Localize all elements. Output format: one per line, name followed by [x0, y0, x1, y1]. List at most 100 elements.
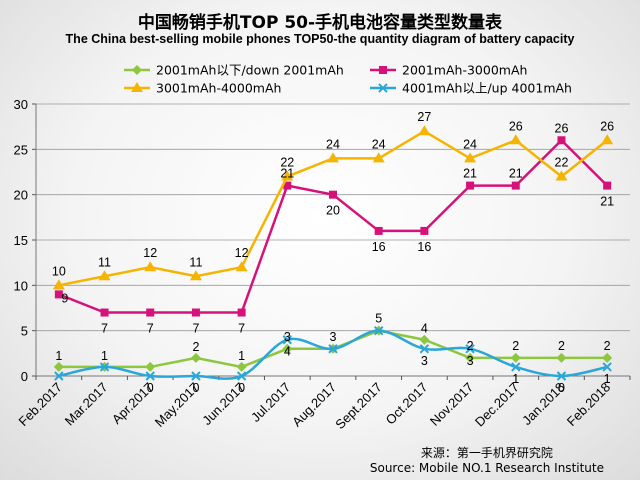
data-label: 26 — [509, 119, 523, 133]
data-label: 1 — [238, 349, 245, 363]
data-point-marker — [378, 83, 388, 93]
data-label: 11 — [189, 255, 202, 269]
x-tick-label: Jul.2017 — [248, 380, 293, 425]
data-label: 7 — [101, 322, 108, 336]
data-point-marker — [464, 152, 477, 163]
data-label: 5 — [375, 312, 382, 326]
data-label: 2 — [558, 339, 565, 353]
data-point-marker — [99, 362, 110, 372]
data-point-marker — [189, 270, 202, 281]
data-point-marker — [145, 361, 156, 372]
data-point-marker — [100, 308, 109, 317]
data-label: 0 — [238, 381, 245, 395]
data-point-marker — [372, 152, 385, 163]
data-point-marker — [419, 334, 430, 345]
data-point-marker — [556, 371, 567, 381]
data-point-marker — [54, 290, 63, 299]
data-label: 1 — [512, 372, 519, 386]
data-label: 7 — [192, 322, 199, 336]
y-tick-label: 20 — [14, 188, 28, 203]
data-point-marker — [328, 344, 338, 354]
data-label: 3 — [284, 330, 291, 344]
data-point-marker — [603, 181, 612, 190]
data-label: 1 — [604, 372, 611, 386]
data-label: 3 — [467, 354, 474, 368]
data-point-marker — [511, 181, 520, 190]
data-point-marker — [237, 308, 246, 317]
series-1-labels: 1 1 2 1 3 3 5 4 2 2 2 2 — [55, 312, 610, 363]
legend-item: 2001mAh以下/down 2001mAh — [124, 63, 344, 78]
data-point-marker — [509, 134, 522, 145]
data-point-marker — [191, 371, 201, 381]
data-point-marker — [556, 352, 567, 363]
data-point-marker — [511, 362, 521, 372]
data-label: 21 — [509, 167, 523, 181]
data-label: 24 — [463, 137, 477, 151]
data-point-marker — [379, 66, 387, 74]
data-point-marker — [465, 344, 475, 354]
data-point-marker — [190, 352, 201, 363]
data-point-marker — [465, 352, 476, 363]
data-label: 12 — [235, 246, 249, 260]
data-point-marker — [282, 343, 293, 354]
chart-title-cn: 中国畅销手机TOP 50-手机电池容量类型数量表 — [137, 13, 503, 33]
data-point-marker — [282, 335, 293, 345]
data-label: 27 — [417, 110, 431, 124]
data-point-marker — [373, 325, 384, 336]
data-point-marker — [145, 371, 155, 381]
data-point-marker — [236, 371, 247, 381]
x-tick-label: Oct.2017 — [383, 380, 431, 428]
legend-item: 2001mAh-3000mAh — [370, 63, 527, 78]
x-tick-label: Sept.2017 — [332, 380, 385, 433]
series-2-labels: 9 7 7 7 7 21 20 16 16 21 21 26 21 — [61, 121, 614, 335]
x-tick-label: Dec.2017 — [472, 380, 522, 430]
y-tick-label: 10 — [14, 278, 28, 293]
data-point-marker — [53, 361, 64, 372]
data-point-marker — [144, 261, 157, 272]
data-point-marker — [281, 170, 294, 181]
data-label: 2 — [192, 340, 199, 354]
data-point-marker — [191, 308, 200, 317]
legend-label: 2001mAh-3000mAh — [402, 63, 527, 78]
data-label: 7 — [238, 322, 245, 336]
series-3 — [52, 125, 614, 290]
x-tick-label: Feb.2018 — [564, 380, 613, 429]
data-point-marker — [557, 136, 566, 145]
data-point-marker — [418, 125, 431, 136]
data-point-marker — [601, 134, 614, 145]
data-point-marker — [132, 65, 142, 75]
source-en: Source: Mobile NO.1 Research Institute — [369, 461, 604, 475]
data-point-marker — [54, 371, 64, 381]
series-line — [58, 138, 609, 314]
data-label: 0 — [147, 381, 154, 395]
data-point-marker — [327, 152, 339, 163]
data-label: 0 — [558, 381, 565, 395]
data-label: 2 — [512, 339, 519, 353]
data-label: 2 — [604, 339, 611, 353]
legend-label: 3001mAh-4000mAh — [156, 81, 281, 96]
data-label: 16 — [417, 240, 431, 254]
legend-item: 4001mAh以上/up 4001mAh — [370, 81, 572, 96]
data-point-marker — [466, 181, 475, 190]
y-tick-label: 5 — [21, 324, 28, 339]
source-cn: 来源：第一手机界研究院 — [420, 446, 553, 460]
data-point-marker — [235, 261, 248, 272]
data-label: 21 — [600, 195, 614, 209]
x-tick-label: Nov.2017 — [427, 380, 476, 429]
data-label: 4 — [421, 322, 428, 336]
data-label: 16 — [372, 240, 386, 254]
data-label: 9 — [61, 291, 68, 305]
data-point-marker — [146, 308, 155, 317]
data-label: 0 — [192, 381, 199, 395]
data-label: 4 — [284, 345, 291, 359]
data-label: 26 — [600, 119, 614, 133]
data-point-marker — [419, 344, 430, 354]
data-point-marker — [283, 181, 292, 190]
x-tick-label: Feb.2017 — [16, 380, 65, 429]
chart-title-en: The China best-selling mobile phones TOP… — [65, 32, 575, 46]
series-4 — [54, 325, 612, 381]
data-label: 24 — [326, 137, 340, 151]
data-point-marker — [236, 361, 247, 372]
y-tick-label: 25 — [14, 142, 28, 157]
